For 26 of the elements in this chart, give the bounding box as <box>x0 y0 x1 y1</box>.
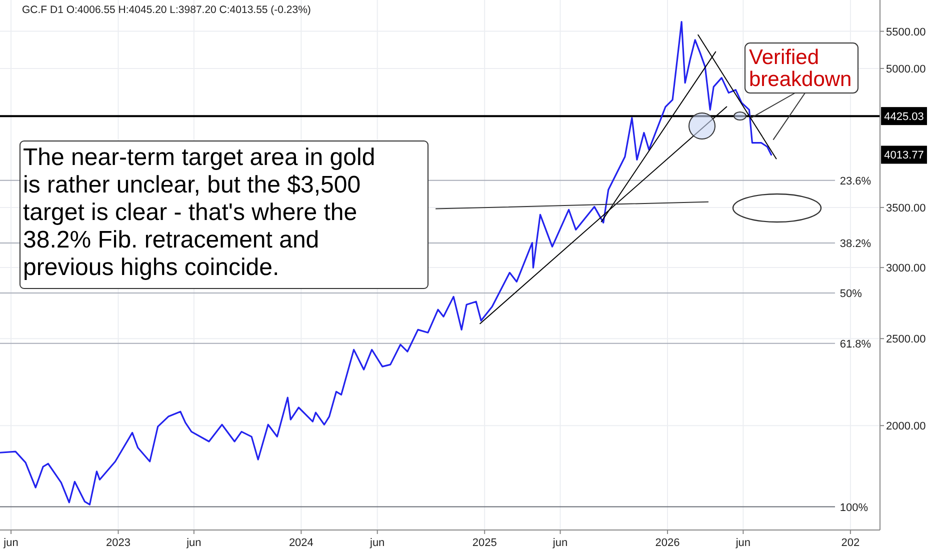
annotation: The near-term target area in gold is rather unclear, but the $3,500 target is clear - that's where the 38.2% Fib. retracement and previous highs coincide. <box>23 144 376 281</box>
annotation: 23.6% <box>840 175 872 188</box>
x-tick-label: jun <box>2 537 18 549</box>
annotation: 100% <box>840 502 868 514</box>
annotation: 50% <box>840 288 862 300</box>
text: 4013.77 <box>884 150 924 162</box>
x-tick-label: 202 <box>841 537 860 549</box>
x-tick-label: jun <box>552 537 568 549</box>
x-tick-label: jun <box>186 537 202 549</box>
annotation: 38.2% <box>840 238 872 250</box>
y-tick-label: 2500.00 <box>886 334 926 346</box>
y-tick-label: 3000.00 <box>886 262 926 275</box>
annotation: 61.8% <box>840 338 872 350</box>
x-tick-label: 2023 <box>106 537 131 549</box>
x-tick-label: jun <box>734 537 751 549</box>
y-tick-label: 5000.00 <box>886 63 926 76</box>
y-tick-label: 5500.00 <box>886 26 926 38</box>
x-tick-label: jun <box>369 537 385 549</box>
x-tick-label: 2026 <box>655 537 680 549</box>
x-tick-label: 2025 <box>472 537 497 549</box>
y-tick-label: 2000.00 <box>886 420 926 433</box>
y-tick-label: 3500.00 <box>886 202 926 214</box>
ref-line-label: 4425.03 <box>884 111 924 124</box>
annotation: Verified breakdown <box>749 46 852 91</box>
x-tick-label: 2024 <box>288 537 314 549</box>
chart-title: GC.F D1 O:4006.55 H:4045.20 L:3987.20 C:4013.55 (-0.23%) <box>22 4 311 16</box>
